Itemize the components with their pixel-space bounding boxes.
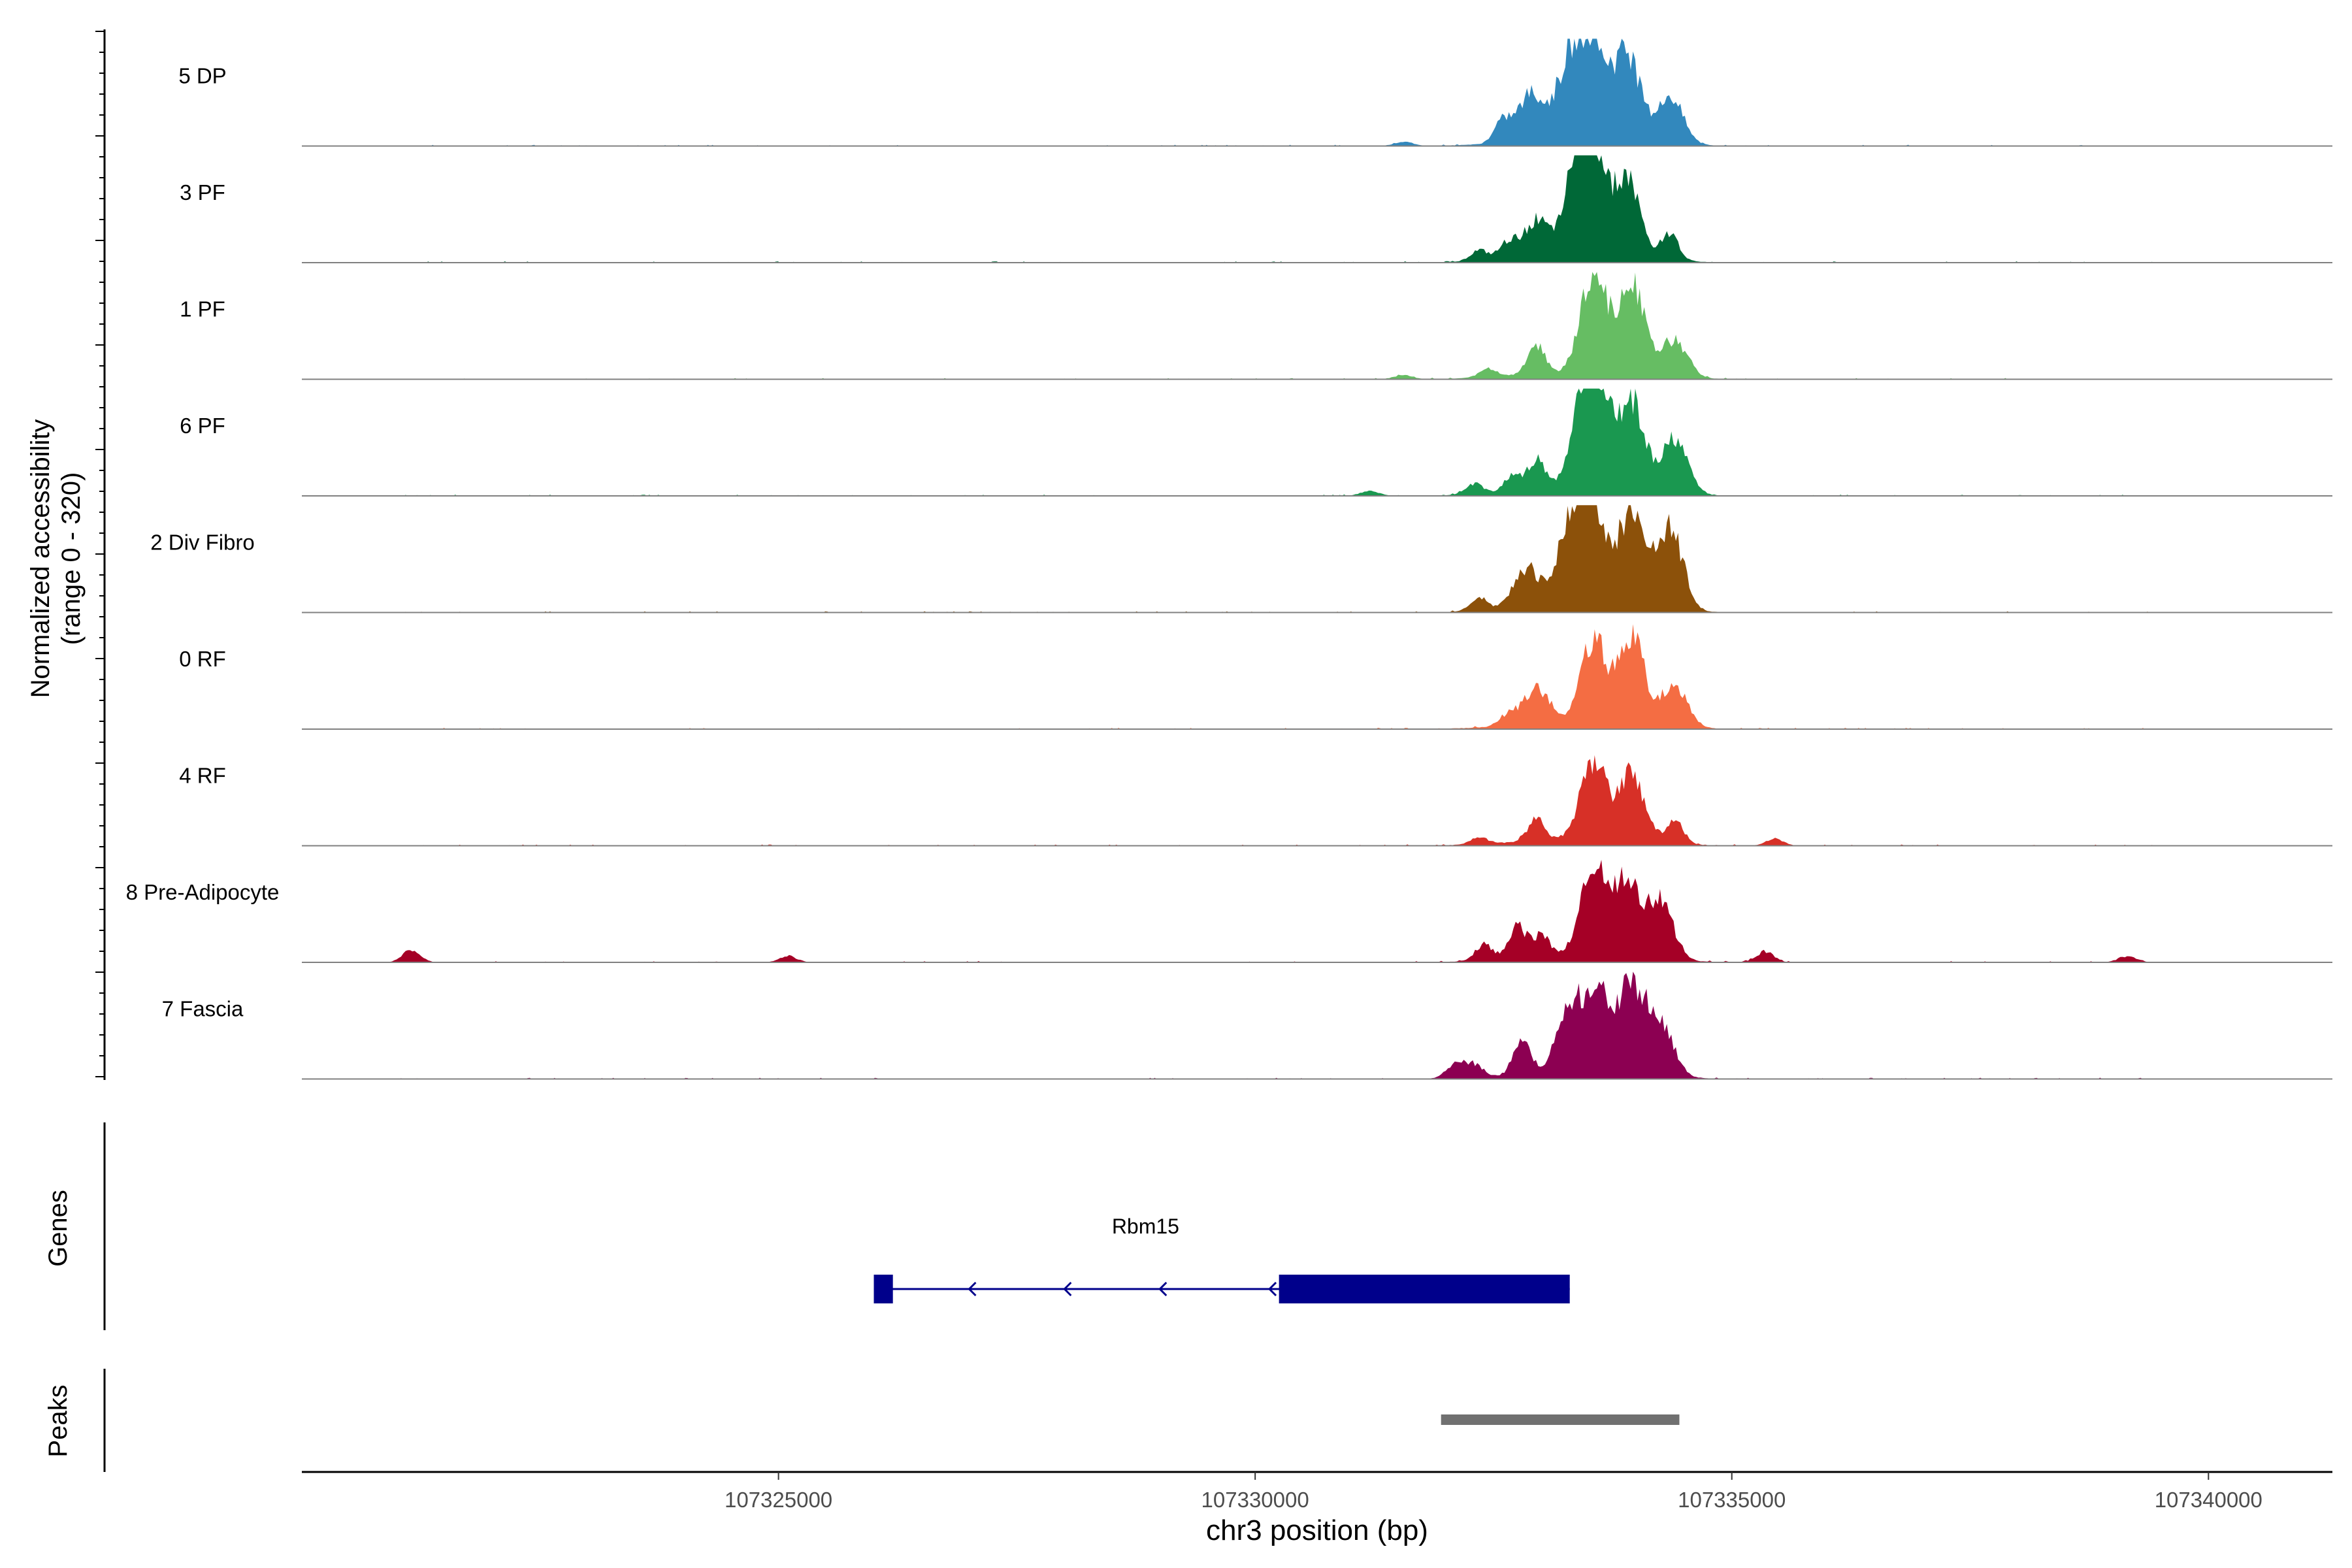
track-8-pre-adipocyte: 8 Pre-Adipocyte	[126, 860, 2332, 963]
x-tick-label: 107340000	[2155, 1488, 2262, 1512]
track-label: 7 Fascia	[162, 997, 244, 1021]
track-6-pf: 6 PF	[180, 388, 2332, 497]
coverage-area	[302, 39, 2332, 146]
x-axis-ticks: 107325000 107330000 107335000 107340000	[725, 1472, 2262, 1512]
track-0-rf: 0 RF	[179, 624, 2332, 730]
coverage-y-ticks	[95, 31, 105, 1077]
track-3-pf: 3 PF	[180, 155, 2332, 263]
track-7-fascia: 7 Fascia	[162, 972, 2332, 1080]
strand-arrow	[1267, 1281, 1277, 1297]
genes-panel-label: Genes	[44, 1190, 73, 1267]
coverage-tracks: 5 DP 3 PF 1 PF 6 PF 2 Div Fibro 0 RF 4 RF 8 Pre…	[126, 39, 2332, 1080]
peak-region-bar	[1441, 1414, 1680, 1425]
track-label: 2 Div Fibro	[150, 531, 255, 555]
track-5-dp: 5 DP	[178, 39, 2332, 147]
strand-arrow	[1158, 1281, 1168, 1297]
coverage-area	[302, 388, 2332, 496]
gene-track: Rbm15	[874, 1215, 1570, 1303]
coverage-area	[302, 155, 2332, 263]
track-label: 1 PF	[180, 297, 225, 321]
track-2-div-fibro: 2 Div Fibro	[150, 505, 2332, 613]
gene-exon	[1279, 1275, 1570, 1303]
track-label: 8 Pre-Adipocyte	[126, 880, 280, 904]
track-label: 6 PF	[180, 414, 225, 438]
y-axis-title-line1: Normalized accessibility	[26, 419, 55, 698]
track-1-pf: 1 PF	[180, 272, 2332, 380]
x-tick-label: 107325000	[725, 1488, 832, 1512]
strand-arrow	[1063, 1281, 1072, 1297]
track-label: 0 RF	[179, 647, 226, 671]
x-tick-label: 107330000	[1201, 1488, 1309, 1512]
coverage-area	[302, 860, 2332, 962]
coverage-area	[302, 272, 2332, 380]
y-axis-title-line2: (range 0 - 320)	[57, 472, 86, 645]
gene-exon	[874, 1275, 893, 1303]
track-label: 3 PF	[180, 180, 225, 204]
coverage-area	[302, 624, 2332, 729]
coverage-area	[302, 505, 2332, 613]
peak-track	[1441, 1414, 1680, 1425]
strand-arrow	[968, 1281, 977, 1297]
track-label: 4 RF	[179, 764, 226, 788]
coverage-area	[302, 755, 2332, 846]
peaks-panel-label: Peaks	[44, 1384, 73, 1457]
track-label: 5 DP	[178, 64, 226, 88]
gene-name-label: Rbm15	[1112, 1215, 1179, 1238]
track-4-rf: 4 RF	[179, 755, 2332, 847]
coverage-area	[302, 972, 2332, 1079]
x-axis-title: chr3 position (bp)	[1206, 1514, 1428, 1546]
x-tick-label: 107335000	[1678, 1488, 1786, 1512]
